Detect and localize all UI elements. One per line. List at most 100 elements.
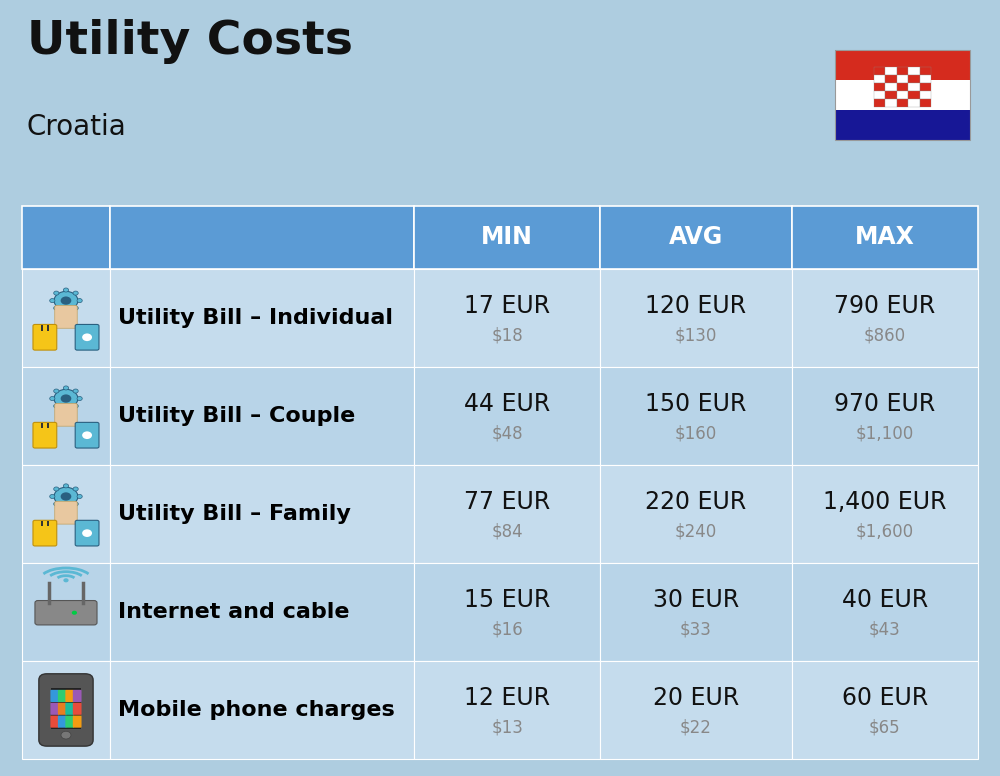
Bar [414, 206, 600, 269]
Text: $43: $43 [869, 621, 901, 639]
Bar [835, 110, 970, 140]
Text: $65: $65 [869, 719, 901, 736]
Bar [414, 367, 600, 465]
Text: $16: $16 [491, 621, 523, 639]
Circle shape [54, 390, 78, 407]
Bar [874, 83, 885, 91]
Text: 30 EUR: 30 EUR [653, 588, 739, 612]
Bar [600, 465, 792, 563]
Bar [920, 83, 931, 91]
Circle shape [82, 431, 92, 439]
FancyBboxPatch shape [75, 520, 99, 546]
Text: Utility Bill – Couple: Utility Bill – Couple [118, 406, 355, 426]
Bar [874, 74, 885, 83]
Circle shape [63, 386, 69, 390]
Bar [110, 269, 414, 367]
Text: $130: $130 [675, 327, 717, 345]
Bar [600, 661, 792, 759]
Bar [908, 67, 920, 74]
Bar [885, 83, 897, 91]
Text: 40 EUR: 40 EUR [842, 588, 928, 612]
Bar [47, 423, 49, 428]
Bar [47, 325, 49, 331]
Bar [51, 688, 81, 729]
FancyBboxPatch shape [65, 715, 74, 728]
FancyBboxPatch shape [33, 422, 57, 448]
Bar [835, 50, 970, 140]
Circle shape [82, 334, 92, 341]
Circle shape [61, 394, 71, 403]
Bar [22, 206, 110, 269]
FancyBboxPatch shape [73, 690, 82, 702]
Circle shape [73, 306, 78, 310]
Circle shape [50, 299, 55, 303]
Bar [885, 99, 897, 107]
Bar [908, 99, 920, 107]
Circle shape [63, 505, 69, 509]
Text: $160: $160 [675, 424, 717, 443]
Text: $84: $84 [491, 523, 523, 541]
Bar [792, 206, 978, 269]
Text: Croatia: Croatia [27, 113, 127, 140]
Bar [897, 91, 908, 99]
Circle shape [54, 291, 59, 295]
Bar [792, 367, 978, 465]
Circle shape [73, 487, 78, 491]
Bar [920, 99, 931, 107]
FancyBboxPatch shape [55, 501, 77, 524]
Bar [792, 465, 978, 563]
FancyBboxPatch shape [58, 703, 67, 715]
Bar [110, 661, 414, 759]
FancyBboxPatch shape [35, 601, 97, 625]
FancyBboxPatch shape [33, 520, 57, 546]
Text: AVG: AVG [669, 226, 723, 249]
Text: 77 EUR: 77 EUR [464, 490, 550, 514]
Circle shape [73, 404, 78, 408]
FancyBboxPatch shape [39, 674, 93, 747]
Circle shape [61, 731, 71, 739]
Circle shape [73, 502, 78, 506]
Bar [792, 563, 978, 661]
Text: 17 EUR: 17 EUR [464, 294, 550, 318]
Bar [835, 80, 970, 110]
Bar [22, 269, 110, 367]
Bar [897, 67, 908, 74]
Text: 60 EUR: 60 EUR [842, 686, 928, 710]
Circle shape [73, 389, 78, 393]
Bar [41, 325, 43, 331]
Bar [22, 367, 110, 465]
Bar [41, 521, 43, 526]
Circle shape [63, 578, 69, 582]
Text: 20 EUR: 20 EUR [653, 686, 739, 710]
Circle shape [54, 502, 59, 506]
Text: $1,600: $1,600 [856, 523, 914, 541]
Text: 150 EUR: 150 EUR [645, 393, 747, 417]
Bar [920, 91, 931, 99]
Bar [41, 423, 43, 428]
Circle shape [54, 389, 59, 393]
Text: $1,100: $1,100 [856, 424, 914, 443]
FancyBboxPatch shape [65, 690, 74, 702]
Bar [110, 465, 414, 563]
FancyBboxPatch shape [50, 690, 59, 702]
Circle shape [54, 292, 78, 310]
Bar [22, 661, 110, 759]
Circle shape [61, 296, 71, 305]
Circle shape [54, 404, 59, 408]
Circle shape [63, 484, 69, 488]
Text: $860: $860 [864, 327, 906, 345]
Text: 790 EUR: 790 EUR [834, 294, 935, 318]
Text: MAX: MAX [855, 226, 915, 249]
Circle shape [77, 299, 82, 303]
FancyBboxPatch shape [75, 324, 99, 350]
Circle shape [63, 407, 69, 411]
Bar [920, 74, 931, 83]
Text: 220 EUR: 220 EUR [645, 490, 747, 514]
Circle shape [50, 397, 55, 400]
Bar [885, 67, 897, 74]
Text: MIN: MIN [481, 226, 533, 249]
Bar [874, 91, 885, 99]
Circle shape [50, 494, 55, 498]
Circle shape [63, 309, 69, 314]
Text: 120 EUR: 120 EUR [645, 294, 747, 318]
